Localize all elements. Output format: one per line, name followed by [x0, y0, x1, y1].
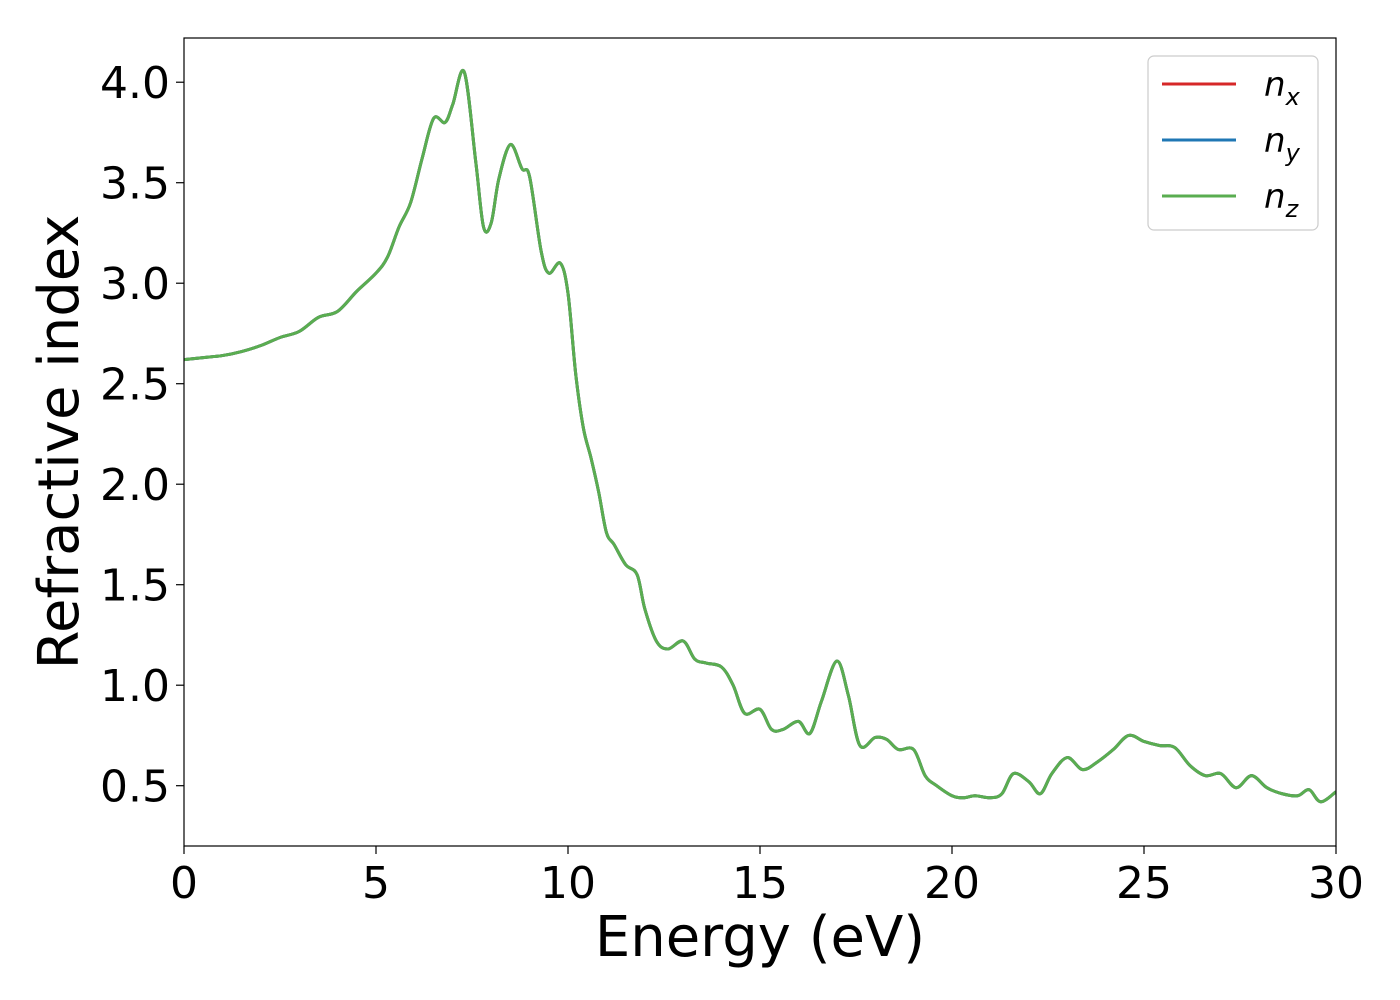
x-tick-label: 10 — [540, 858, 596, 909]
x-tick-label: 25 — [1116, 858, 1172, 909]
y-axis: 0.5 1.0 1.5 2.0 2.5 3.0 3.5 4.0 — [100, 58, 184, 813]
x-axis-title: Energy (eV) — [595, 905, 925, 970]
legend-box — [1147, 55, 1319, 231]
x-tick-label: 30 — [1308, 858, 1364, 909]
legend-label-ny: ny — [1264, 121, 1301, 167]
x-axis: 0 5 10 15 20 25 30 — [170, 846, 1364, 909]
y-tick-label: 1.0 — [100, 661, 170, 712]
legend-label-nx: nx — [1264, 65, 1301, 111]
x-tick-label: 5 — [362, 858, 390, 909]
x-tick-label: 20 — [924, 858, 980, 909]
y-tick-label: 0.5 — [100, 762, 170, 813]
y-tick-label: 4.0 — [100, 58, 170, 109]
legend-label-nz: nz — [1264, 177, 1300, 223]
plot-background — [184, 38, 1336, 846]
y-tick-label: 2.0 — [100, 460, 170, 511]
series-layer — [184, 68, 1336, 804]
legend: nx ny nz — [1147, 55, 1319, 231]
x-tick-label: 15 — [732, 858, 788, 909]
y-tick-label: 3.0 — [100, 259, 170, 310]
x-tick-label: 0 — [170, 858, 198, 909]
y-tick-label: 2.5 — [100, 360, 170, 411]
series-line-nz — [184, 68, 1336, 804]
y-tick-label: 3.5 — [100, 159, 170, 210]
y-tick-label: 1.5 — [100, 561, 170, 612]
y-axis-title: Refractive index — [27, 215, 92, 670]
